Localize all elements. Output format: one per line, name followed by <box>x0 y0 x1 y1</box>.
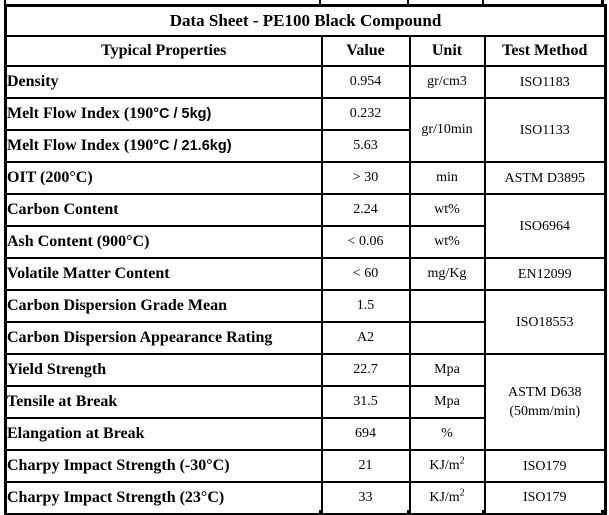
unit-cell: mg/Kg <box>408 257 486 291</box>
property-cell: Carbon Content <box>4 193 323 227</box>
grid-tick <box>601 510 604 515</box>
property-text: Melt Flow Index (190 <box>7 137 154 154</box>
property-cell: Volatile Matter Content <box>4 257 323 291</box>
property-cell: Carbon Dispersion Grade Mean <box>4 289 323 323</box>
property-cell: Melt Flow Index (190°C / 5kg) <box>4 97 323 131</box>
unit-superscript: 2 <box>459 455 465 467</box>
unit-cell-merged: gr/10min <box>408 97 486 163</box>
method-cell: ISO1183 <box>483 65 607 99</box>
title-row: Data Sheet - PE100 Black Compound <box>4 4 607 37</box>
unit-text: KJ/m <box>429 458 460 473</box>
unit-cell-empty <box>408 321 486 355</box>
value-cell: < 60 <box>320 257 411 291</box>
method-line-1: ASTM D638 <box>507 385 582 400</box>
grid-tick <box>319 0 321 5</box>
property-cell: Tensile at Break <box>4 385 323 419</box>
method-line-2: (50mm/min) <box>509 404 581 419</box>
unit-cell: KJ/m2 <box>408 481 486 515</box>
method-cell: EN12099 <box>483 257 607 291</box>
table-row-cd-appearance-rating: Carbon Dispersion Appearance Rating A2 <box>4 321 606 355</box>
table-row-mfi-5kg: Melt Flow Index (190°C / 5kg) 0.232 gr/1… <box>4 97 607 163</box>
value-cell: 31.5 <box>320 385 411 419</box>
value-cell: 0.954 <box>320 65 411 99</box>
property-text: Melt Flow Index (190 <box>7 105 154 122</box>
unit-cell: % <box>408 417 486 451</box>
property-text-alt: °C / 21.6kg) <box>153 138 232 154</box>
header-row: Typical Properties Value Unit Test Metho… <box>4 35 607 67</box>
table-row-carbon-content: Carbon Content 2.24 wt% ISO6964 <box>4 193 607 259</box>
value-cell: 5.63 <box>320 129 411 163</box>
table-row-charpy-minus30: Charpy Impact Strength (-30°C) 21 KJ/m2 … <box>4 449 607 483</box>
value-cell: 1.5 <box>320 289 411 323</box>
method-cell-merged: ISO1133 <box>483 97 607 163</box>
table-row-ash-content: Ash Content (900°C) < 0.06 wt% <box>4 225 606 259</box>
value-cell: 21 <box>320 449 411 483</box>
table-title: Data Sheet - PE100 Black Compound <box>4 4 607 37</box>
property-cell: Carbon Dispersion Appearance Rating <box>4 321 323 355</box>
col-header-value: Value <box>320 35 411 67</box>
value-cell: 0.232 <box>320 97 411 131</box>
property-cell: Elangation at Break <box>4 417 323 451</box>
value-cell: > 30 <box>320 161 411 195</box>
grid-tick <box>4 0 6 5</box>
unit-cell: gr/cm3 <box>408 65 486 99</box>
property-cell: Charpy Impact Strength (23°C) <box>4 481 323 515</box>
table-row-tensile-at-break: Tensile at Break 31.5 Mpa <box>4 385 606 419</box>
value-cell: 22.7 <box>320 353 411 387</box>
col-header-unit: Unit <box>408 35 486 67</box>
unit-cell: Mpa <box>408 353 486 387</box>
value-cell: A2 <box>320 321 411 355</box>
unit-cell: wt% <box>408 225 486 259</box>
method-cell: ISO179 <box>483 481 607 515</box>
value-cell: 694 <box>320 417 411 451</box>
method-cell-merged: ASTM D638 (50mm/min) <box>483 353 607 451</box>
table-row-oit: OIT (200°C) > 30 min ASTM D3895 <box>4 161 607 195</box>
grid-tick <box>407 0 409 5</box>
property-cell: Ash Content (900°C) <box>4 225 323 259</box>
grid-tick <box>4 510 6 515</box>
method-cell: ASTM D3895 <box>483 161 607 195</box>
table-row-elangation-at-break: Elangation at Break 694 % <box>4 417 606 451</box>
table-row-yield-strength: Yield Strength 22.7 Mpa ASTM D638 (50mm/… <box>4 353 607 451</box>
table-row-mfi-21-6kg: Melt Flow Index (190°C / 21.6kg) 5.63 <box>4 129 606 163</box>
grid-tick <box>482 510 484 515</box>
unit-cell: min <box>408 161 486 195</box>
value-cell: < 0.06 <box>320 225 411 259</box>
value-cell: 33 <box>320 481 411 515</box>
unit-cell: Mpa <box>408 385 486 419</box>
table-row-charpy-23: Charpy Impact Strength (23°C) 33 KJ/m2 I… <box>4 481 607 515</box>
method-cell-merged: ISO6964 <box>483 193 607 259</box>
property-cell: Density <box>4 65 323 99</box>
property-text-alt: °C / 5kg) <box>153 106 212 122</box>
unit-cell: wt% <box>408 193 486 227</box>
unit-text: KJ/m <box>429 489 460 505</box>
property-cell: OIT (200°C) <box>4 161 323 195</box>
col-header-test-method: Test Method <box>483 35 607 67</box>
grid-tick <box>319 510 321 515</box>
grid-tick <box>407 510 409 515</box>
unit-cell-empty <box>408 289 486 323</box>
property-cell: Yield Strength <box>4 353 323 387</box>
datasheet-table: Data Sheet - PE100 Black Compound Typica… <box>4 4 607 515</box>
col-header-properties: Typical Properties <box>4 35 323 67</box>
method-cell: ISO179 <box>483 449 607 483</box>
table-row-volatile-matter: Volatile Matter Content < 60 mg/Kg EN120… <box>4 257 607 291</box>
grid-tick <box>601 0 604 5</box>
grid-tick <box>482 0 484 5</box>
table-row-cd-grade-mean: Carbon Dispersion Grade Mean 1.5 ISO1855… <box>4 289 607 355</box>
value-cell: 2.24 <box>320 193 411 227</box>
property-cell: Melt Flow Index (190°C / 21.6kg) <box>4 129 323 163</box>
unit-superscript: 2 <box>459 487 465 499</box>
property-cell: Charpy Impact Strength (-30°C) <box>4 449 323 483</box>
method-cell-merged: ISO18553 <box>483 289 607 355</box>
table-row-density: Density 0.954 gr/cm3 ISO1183 <box>4 65 607 99</box>
unit-cell: KJ/m2 <box>408 449 486 483</box>
